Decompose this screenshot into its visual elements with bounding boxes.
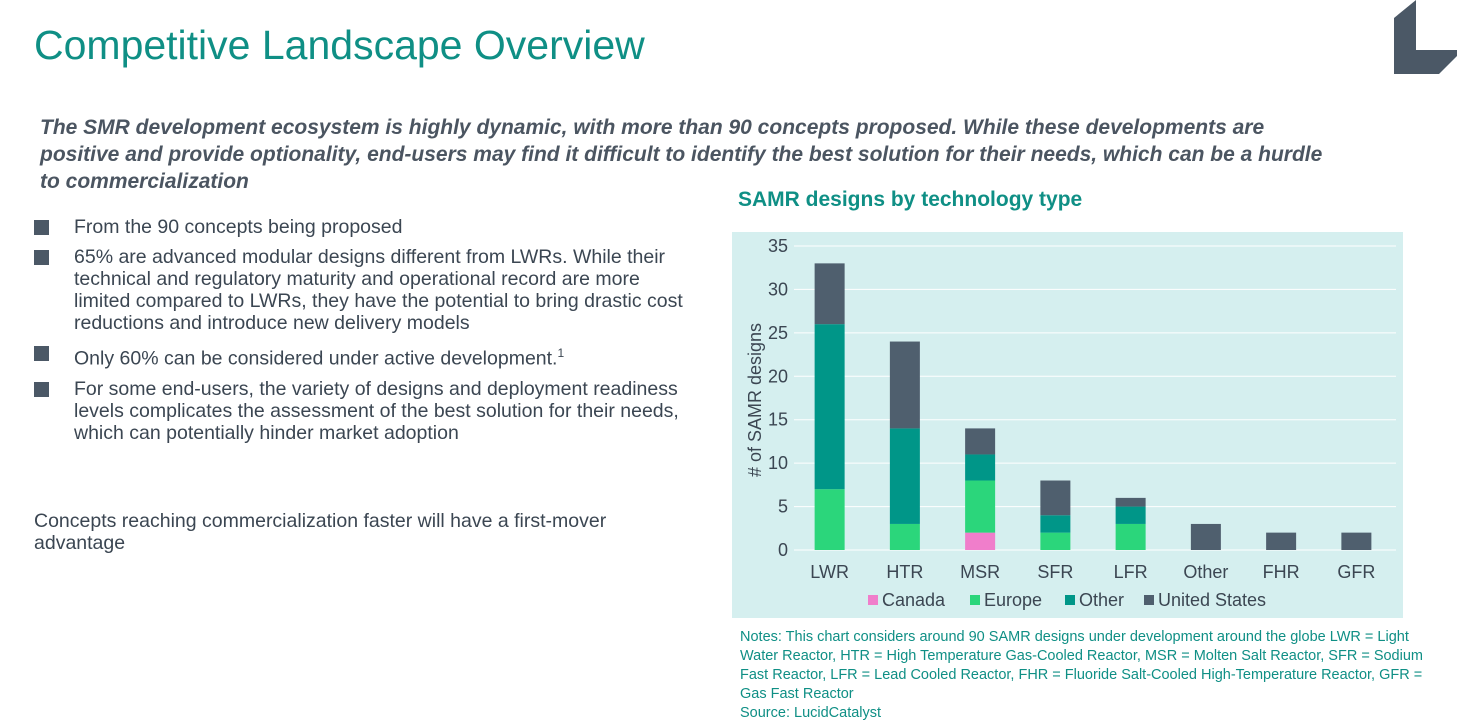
bar-segment-other [814, 324, 845, 490]
x-tick-label: GFR [1337, 562, 1375, 582]
bullet-item: For some end-users, the variety of desig… [34, 378, 684, 444]
bullet-item: From the 90 concepts being proposed [34, 216, 684, 238]
bullet-list: From the 90 concepts being proposed 65% … [34, 216, 684, 452]
bar-segment-united-states [1266, 532, 1297, 550]
company-logo [1394, 0, 1457, 74]
bar-segment-europe [965, 480, 996, 533]
page-title: Competitive Landscape Overview [34, 22, 645, 68]
y-tick-label: 15 [768, 410, 788, 430]
bullet-text: From the 90 concepts being proposed [74, 216, 403, 238]
x-tick-label: LFR [1114, 562, 1148, 582]
footnote-marker: 1 [557, 346, 565, 360]
square-bullet-icon [34, 250, 49, 265]
bar-segment-europe [1040, 532, 1071, 550]
y-tick-label: 20 [768, 366, 788, 386]
stacked-bar-chart: 0 5 10 15 20 25 30 35 # of SAMR designs LWR HTR MSR… [745, 236, 1396, 610]
closing-statement: Concepts reaching commercialization fast… [34, 510, 607, 554]
bar-segment-europe [889, 523, 920, 550]
y-tick-label: 30 [768, 279, 788, 299]
notes-text: Notes: This chart considers around 90 SA… [740, 629, 1423, 702]
legend-swatch [1144, 595, 1154, 605]
x-tick-label: HTR [886, 562, 923, 582]
bullet-item: 65% are advanced modular designs differe… [34, 246, 684, 334]
source-text: Source: LucidCatalyst [740, 705, 882, 721]
chart-area: 0 5 10 15 20 25 30 35 # of SAMR designs LWR HTR MSR… [732, 232, 1403, 618]
square-bullet-icon [34, 346, 49, 361]
legend-label: Canada [882, 590, 946, 610]
y-tick-label: 0 [778, 540, 788, 560]
bar-segment-canada [965, 532, 996, 550]
bullet-text: Only 60% can be considered under active … [74, 347, 558, 370]
x-tick-label: SFR [1037, 562, 1073, 582]
square-bullet-icon [34, 381, 49, 397]
bullet-item: Only 60% can be considered under active … [34, 342, 684, 370]
square-bullet-icon [34, 220, 49, 235]
chart-heading: SAMR designs by technology type [738, 188, 1083, 211]
y-axis-label: # of SAMR designs [745, 323, 765, 477]
y-tick-label: 35 [768, 236, 788, 256]
x-tick-label: MSR [960, 562, 1000, 582]
legend-label: Other [1079, 590, 1124, 610]
chart-notes: Notes: This chart considers around 90 SA… [740, 628, 1430, 723]
legend-swatch [970, 595, 980, 605]
bar-segment-other [965, 454, 996, 481]
bullet-text: 65% are advanced modular designs differe… [74, 246, 683, 334]
y-tick-label: 5 [778, 497, 788, 517]
bar-segment-europe [1115, 523, 1146, 550]
bar-segment-united-states [1115, 497, 1146, 507]
bar-segment-united-states [965, 428, 996, 455]
bullet-text: For some end-users, the variety of desig… [74, 377, 679, 444]
bar-segment-united-states [1040, 480, 1071, 516]
legend-swatch [868, 595, 878, 605]
bar-segment-united-states [814, 263, 845, 325]
legend-label: United States [1158, 590, 1266, 610]
bar-segment-united-states [889, 341, 920, 429]
bar-segment-other [889, 428, 920, 524]
x-tick-label: LWR [810, 562, 849, 582]
subtitle: The SMR development ecosystem is highly … [40, 116, 1323, 193]
bar-segment-united-states [1341, 532, 1372, 550]
bar-segment-other [1040, 515, 1071, 533]
y-tick-label: 25 [768, 323, 788, 343]
x-tick-label: Other [1183, 562, 1228, 582]
y-tick-label: 10 [768, 453, 788, 473]
x-tick-label: FHR [1263, 562, 1300, 582]
legend-swatch [1065, 595, 1075, 605]
bar-segment-other [1115, 506, 1146, 524]
bar-segment-united-states [1190, 523, 1221, 550]
bar-segment-europe [814, 489, 845, 550]
legend-label: Europe [984, 590, 1042, 610]
